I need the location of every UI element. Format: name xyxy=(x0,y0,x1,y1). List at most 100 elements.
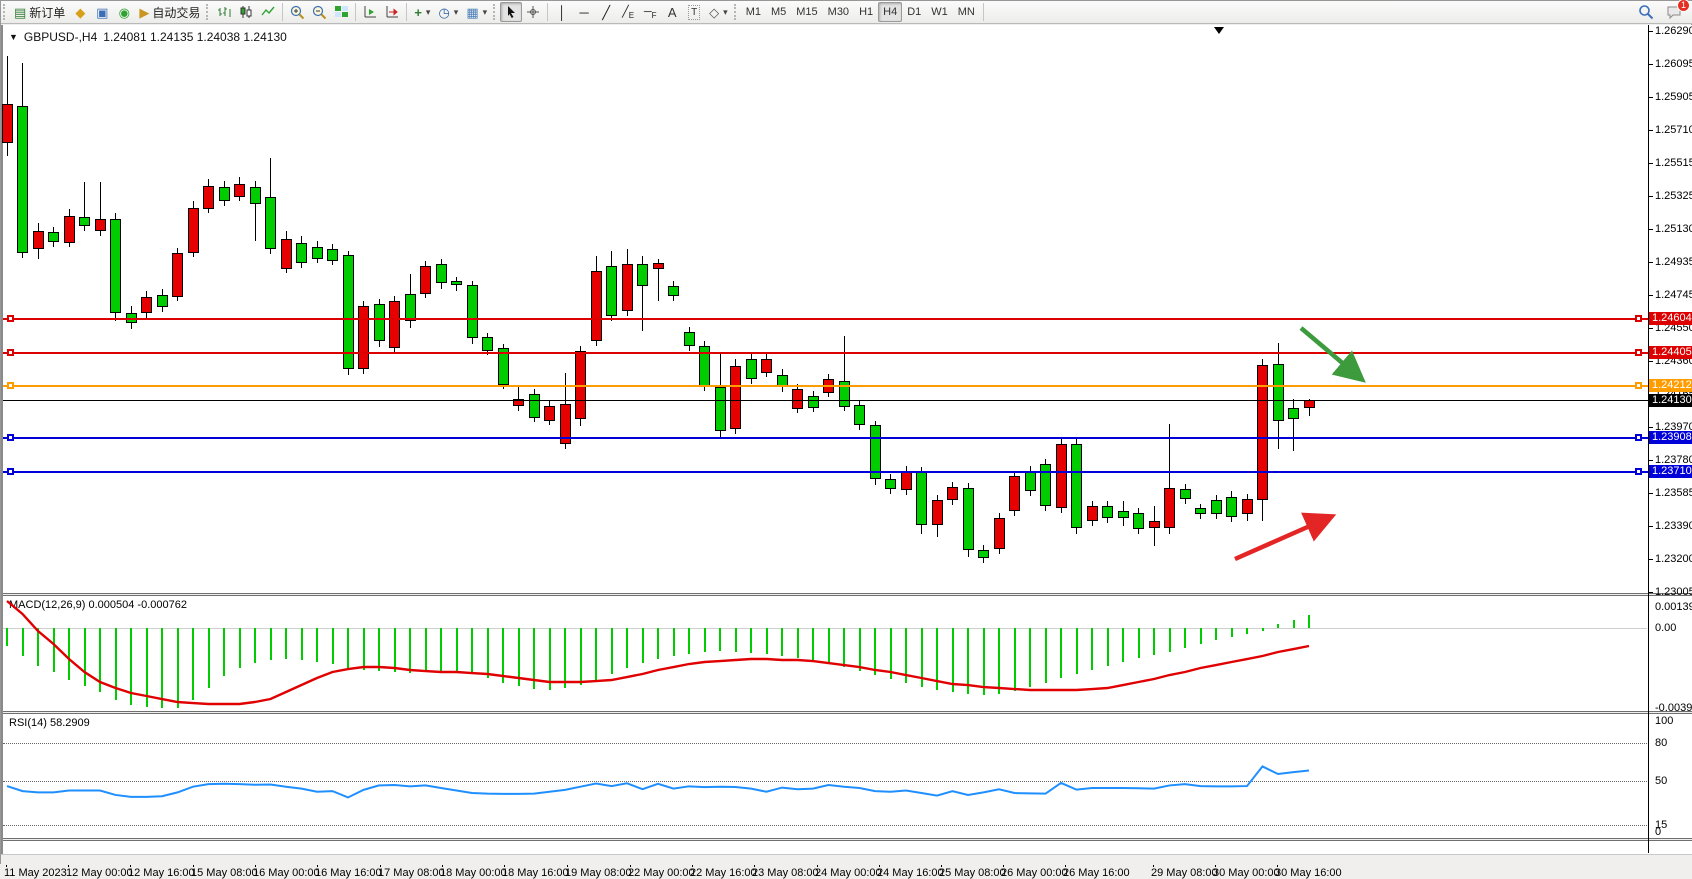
red-arrow-object[interactable] xyxy=(1234,512,1337,562)
time-tick-label[interactable]: 24 May 00:00 xyxy=(815,867,882,879)
horizontal-line-object[interactable] xyxy=(3,436,1648,439)
candle xyxy=(1241,499,1253,514)
price-tick-label[interactable]: 1.23780 xyxy=(1655,453,1692,466)
auto-trading-button[interactable]: ▶ 自动交易 xyxy=(135,2,204,22)
price-tick-label[interactable]: 1.25130 xyxy=(1655,223,1692,236)
hline-handle[interactable] xyxy=(1635,348,1642,356)
chart-shift-marker[interactable] xyxy=(1214,27,1224,34)
price-tick-label[interactable]: 1.25905 xyxy=(1655,90,1692,103)
trendline-button[interactable]: ╱ xyxy=(595,2,617,22)
hline-handle[interactable] xyxy=(7,314,14,322)
price-tick-label[interactable]: 1.24550 xyxy=(1655,322,1692,335)
timeframe-MN[interactable]: MN xyxy=(957,6,975,18)
periods-button[interactable]: ◷ ▾ xyxy=(434,2,462,22)
price-tick-label[interactable]: 1.23200 xyxy=(1655,552,1692,565)
hline-handle[interactable] xyxy=(1635,381,1642,389)
price-tick-label[interactable]: 1.23390 xyxy=(1655,520,1692,533)
candlestick-button[interactable] xyxy=(235,2,257,22)
time-tick-label[interactable]: 24 May 16:00 xyxy=(877,867,944,879)
zoom-in-button[interactable] xyxy=(286,2,308,22)
timeframe-W1[interactable]: W1 xyxy=(931,6,948,18)
new-order-button[interactable]: ▤ 新订单 xyxy=(10,2,69,22)
line-chart-button[interactable] xyxy=(257,2,279,22)
indicators-button[interactable]: + ▾ xyxy=(410,2,434,22)
search-button[interactable] xyxy=(1635,2,1657,22)
time-tick-label[interactable]: 23 May 08:00 xyxy=(752,867,819,879)
chart-shift-button[interactable] xyxy=(381,2,403,22)
profile-button[interactable]: ▣ xyxy=(91,2,113,22)
macd-histogram-bar xyxy=(1292,620,1295,628)
time-tick-label[interactable]: 18 May 16:00 xyxy=(502,867,569,879)
time-tick-label[interactable]: 26 May 16:00 xyxy=(1063,867,1130,879)
time-tick-label[interactable]: 19 May 08:00 xyxy=(565,867,632,879)
cursor-button[interactable] xyxy=(500,2,523,22)
timeframe-H4[interactable]: H4 xyxy=(878,2,903,22)
timeframe-M1[interactable]: M1 xyxy=(745,6,761,18)
pane-separator[interactable] xyxy=(3,593,1692,596)
price-tick-label[interactable]: 1.24935 xyxy=(1655,256,1692,269)
text-tool-button[interactable]: A xyxy=(661,2,683,22)
hline-handle[interactable] xyxy=(7,467,14,475)
candle xyxy=(1226,497,1237,517)
signals-button[interactable]: ◉ xyxy=(113,2,135,22)
time-tick-label[interactable]: 22 May 00:00 xyxy=(628,867,695,879)
timeframe-M30[interactable]: M30 xyxy=(827,6,850,18)
price-tick-label[interactable]: 1.23585 xyxy=(1655,486,1692,499)
time-tick-label[interactable]: 29 May 08:00 xyxy=(1151,867,1218,879)
fibonacci-button[interactable]: ─ F xyxy=(639,2,661,22)
crosshair-button[interactable] xyxy=(522,2,544,22)
price-tick-label[interactable]: 1.24745 xyxy=(1655,288,1692,301)
horizontal-line-object[interactable] xyxy=(3,351,1648,354)
price-tick-label[interactable]: 1.26095 xyxy=(1655,58,1692,71)
collapse-icon[interactable]: ▼ xyxy=(9,32,18,42)
shapes-button[interactable]: ◇ ▾ xyxy=(705,2,732,22)
hline-handle[interactable] xyxy=(7,433,14,441)
timeframe-M5[interactable]: M5 xyxy=(770,6,787,18)
time-tick-label[interactable]: 18 May 00:00 xyxy=(440,867,507,879)
chat-button[interactable]: 1 xyxy=(1663,0,1690,22)
hline-handle[interactable] xyxy=(1635,314,1642,322)
hline-handle[interactable] xyxy=(1635,467,1642,475)
time-tick-label[interactable]: 17 May 08:00 xyxy=(378,867,445,879)
templates-button[interactable]: ▦ ▾ xyxy=(462,2,491,22)
price-tick-label[interactable]: 1.23005 xyxy=(1655,585,1692,598)
zoom-out-button[interactable] xyxy=(308,2,330,22)
text-label-button[interactable]: T xyxy=(683,2,705,22)
price-tick-label[interactable]: 1.23970 xyxy=(1655,421,1692,434)
price-tick-label[interactable]: 1.25515 xyxy=(1655,157,1692,170)
time-tick-label[interactable]: 16 May 00:00 xyxy=(253,867,320,879)
time-tick-label[interactable]: 30 May 16:00 xyxy=(1275,867,1342,879)
timeframe-H1[interactable]: H1 xyxy=(859,6,874,18)
tile-windows-button[interactable] xyxy=(330,2,352,22)
time-tick-label[interactable]: 12 May 16:00 xyxy=(128,867,195,879)
symbols-button[interactable]: ◆ xyxy=(69,2,91,22)
time-tick-label[interactable]: 12 May 00:00 xyxy=(66,867,133,879)
timeframe-M15[interactable]: M15 xyxy=(796,6,818,18)
pane-separator[interactable] xyxy=(3,838,1692,841)
bar-chart-button[interactable] xyxy=(213,2,235,22)
green-arrow-object[interactable] xyxy=(1299,326,1366,383)
auto-scroll-button[interactable] xyxy=(359,2,381,22)
time-tick-label[interactable]: 26 May 00:00 xyxy=(1001,867,1068,879)
channel-button[interactable]: ╱ E xyxy=(617,2,639,22)
timeframe-D1[interactable]: D1 xyxy=(907,6,922,18)
hline-handle[interactable] xyxy=(7,348,14,356)
time-tick-label[interactable]: 30 May 00:00 xyxy=(1213,867,1280,879)
price-tick-label[interactable]: 1.25710 xyxy=(1655,124,1692,137)
horizontal-line-object[interactable] xyxy=(3,384,1648,387)
time-tick-label[interactable]: 25 May 08:00 xyxy=(939,867,1006,879)
price-tick-label[interactable]: 1.26290 xyxy=(1655,25,1692,37)
horizontal-line-object[interactable] xyxy=(3,470,1648,473)
hline-handle[interactable] xyxy=(7,381,14,389)
horizontal-line-object[interactable] xyxy=(3,317,1648,320)
price-tick xyxy=(1648,229,1653,231)
horizontal-line-button[interactable]: ─ xyxy=(573,2,595,22)
time-tick-label[interactable]: 16 May 16:00 xyxy=(315,867,382,879)
time-tick-label[interactable]: 15 May 08:00 xyxy=(191,867,258,879)
vertical-line-button[interactable]: │ xyxy=(551,2,573,22)
time-tick-label[interactable]: 22 May 16:00 xyxy=(690,867,757,879)
pane-separator[interactable] xyxy=(3,711,1692,714)
price-tick-label[interactable]: 1.25325 xyxy=(1655,189,1692,202)
hline-handle[interactable] xyxy=(1635,433,1642,441)
time-tick-label[interactable]: 11 May 2023 xyxy=(4,867,67,879)
